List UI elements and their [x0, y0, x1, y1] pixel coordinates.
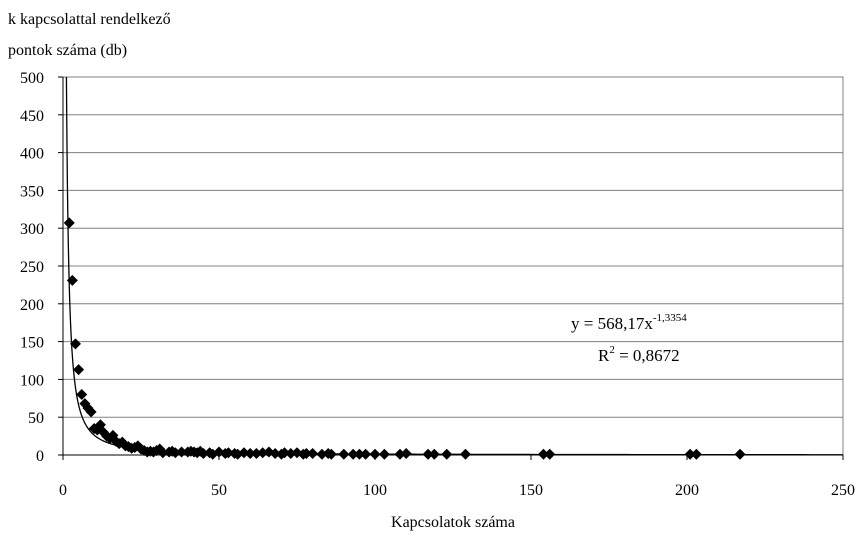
y-axis-title-line-2: pontok száma (db) — [8, 42, 127, 59]
data-point — [684, 448, 696, 460]
y-tick-label: 150 — [20, 335, 44, 352]
x-axis-title: Kapcsolatok száma — [391, 514, 515, 531]
data-point — [537, 448, 549, 460]
x-tick-label: 150 — [519, 482, 543, 499]
x-axis-tick-labels: 0 50 100 150 200 250 — [59, 455, 855, 499]
data-point — [400, 447, 412, 459]
grid-lines — [63, 76, 843, 418]
y-axis-title-line-1: k kapcsolattal rendelkező — [8, 11, 171, 28]
x-tick-label: 50 — [211, 482, 227, 499]
y-tick-label: 0 — [36, 448, 44, 465]
x-tick-label: 250 — [831, 482, 855, 499]
y-tick-label: 100 — [20, 372, 44, 389]
data-point — [690, 448, 702, 460]
data-point — [422, 448, 434, 460]
data-point — [85, 406, 97, 418]
data-point — [66, 274, 78, 286]
data-point — [441, 448, 453, 460]
r-squared-label: R2 = 0,8672 — [598, 344, 680, 365]
y-tick-label: 400 — [20, 146, 44, 163]
data-point — [544, 448, 556, 460]
data-point — [360, 448, 372, 460]
data-point — [369, 448, 381, 460]
data-point — [307, 447, 319, 459]
data-point — [338, 448, 350, 460]
y-axis-tick-labels: 0 50 100 150 200 250 300 350 400 450 500 — [20, 70, 63, 465]
y-tick-label: 50 — [28, 410, 44, 427]
data-point — [734, 448, 746, 460]
data-point — [63, 217, 75, 229]
x-tick-label: 200 — [675, 482, 699, 499]
data-point — [325, 448, 337, 460]
data-point — [300, 447, 312, 459]
data-point — [73, 364, 85, 376]
y-tick-label: 350 — [20, 183, 44, 200]
data-point — [76, 389, 88, 401]
y-tick-label: 300 — [20, 221, 44, 238]
data-point — [353, 448, 365, 460]
data-point — [244, 447, 256, 459]
y-tick-label: 250 — [20, 259, 44, 276]
x-tick-label: 100 — [363, 482, 387, 499]
y-tick-label: 200 — [20, 297, 44, 314]
data-point — [347, 448, 359, 460]
y-tick-label: 450 — [20, 108, 44, 125]
data-point — [69, 338, 81, 350]
data-point — [459, 448, 471, 460]
data-point — [428, 448, 440, 460]
data-points — [63, 217, 746, 460]
data-point — [378, 448, 390, 460]
x-tick-label: 0 — [59, 482, 67, 499]
y-tick-label: 500 — [20, 70, 44, 87]
trendline-equation: y = 568,17x-1,3354 — [571, 312, 687, 333]
